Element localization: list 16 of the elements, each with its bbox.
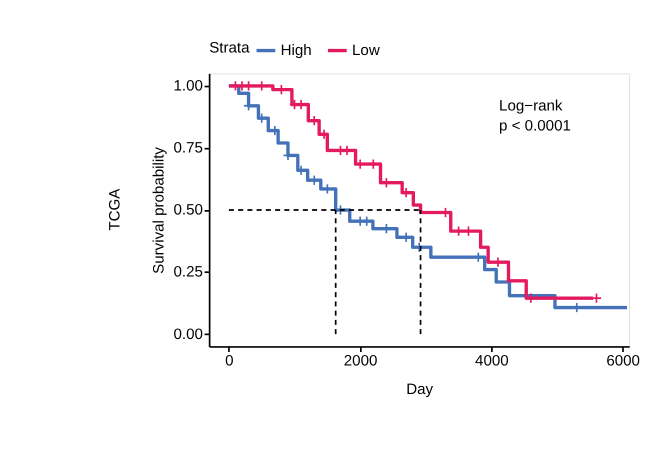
y-tick-label: 1.00: [173, 78, 203, 95]
legend-title: Strata: [209, 39, 250, 56]
y-tick-label: 0.50: [173, 202, 203, 219]
legend-label: Low: [352, 42, 380, 59]
x-tick-label: 0: [225, 352, 234, 370]
y-tick-label: 0.75: [173, 140, 203, 157]
annotation: Log−rank p < 0.0001: [499, 97, 571, 135]
x-tick-label: 4000: [475, 352, 509, 370]
x-axis-title: Day: [406, 381, 434, 398]
y-tick-label: 0.00: [173, 326, 203, 343]
y-axis-title: Survival probability: [150, 146, 168, 274]
x-tick-label: 2000: [344, 352, 378, 370]
text: TCGA: [106, 188, 124, 231]
y-tick-label: 0.25: [173, 264, 203, 281]
x-tick-label: 6000: [606, 352, 640, 370]
legend-label: High: [280, 42, 312, 59]
